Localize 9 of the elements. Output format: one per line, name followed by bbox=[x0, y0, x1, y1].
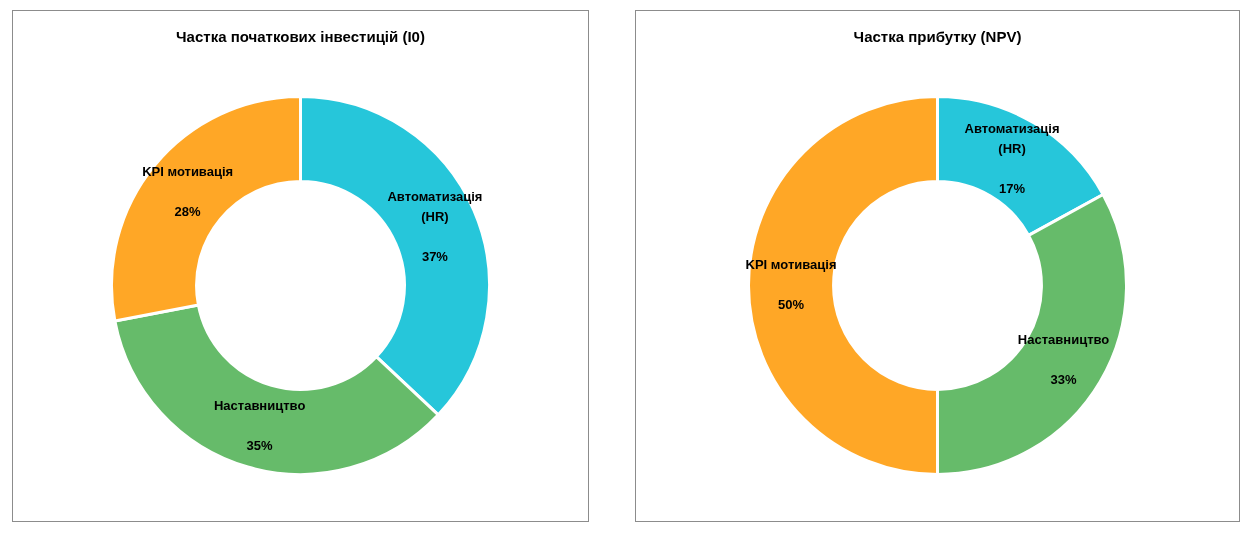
data-label: 37% bbox=[421, 248, 449, 264]
data-label: 35% bbox=[246, 437, 274, 453]
chart-title: Частка початкових інвестицій (I0) bbox=[176, 28, 425, 46]
chart-title: Частка прибутку (NPV) bbox=[853, 28, 1022, 46]
data-label: 50% bbox=[778, 297, 805, 313]
data-label: 17% bbox=[999, 181, 1026, 196]
data-label: 28% bbox=[174, 203, 202, 219]
slice-label: Наставництво bbox=[213, 397, 306, 413]
data-label: 33% bbox=[1050, 371, 1078, 387]
